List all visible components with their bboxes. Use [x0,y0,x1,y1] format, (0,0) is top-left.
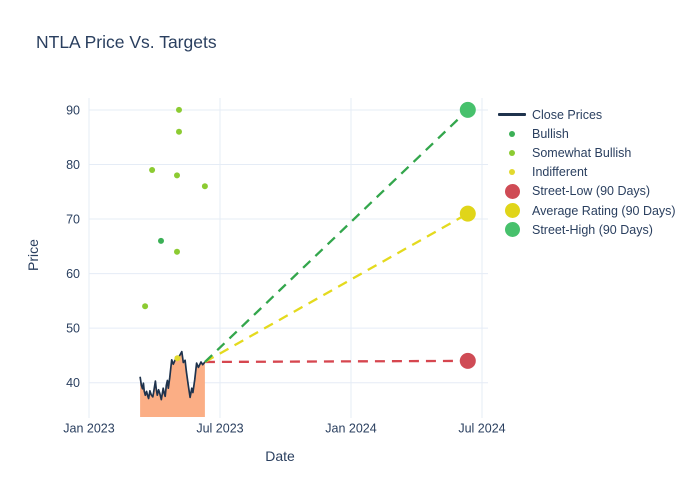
legend-line-swatch-icon [492,113,532,116]
legend: Close Prices Bullish Somewhat Bullish Indif… [492,105,676,239]
y-tick-label: 80 [66,158,80,172]
legend-item-somewhat-bullish[interactable]: Somewhat Bullish [492,143,676,162]
y-tick-label: 60 [66,267,80,281]
legend-item-bullish[interactable]: Bullish [492,124,676,143]
rating-dot-somewhat-bullish[interactable] [176,128,182,135]
legend-label: Average Rating (90 Days) [532,203,676,218]
y-tick-label: 70 [66,213,80,227]
legend-label: Close Prices [532,107,603,122]
close-prices-line [139,350,206,401]
legend-label: Indifferent [532,165,588,180]
legend-item-average-rating[interactable]: Average Rating (90 Days) [492,201,676,220]
x-tick-label: Jan 2023 [63,422,114,436]
rating-dot-indifferent[interactable] [174,355,181,362]
rating-dot-somewhat-bullish[interactable] [149,167,156,173]
legend-dot-swatch-icon [492,130,532,137]
legend-circle-swatch-icon [492,183,532,199]
legend-item-indifferent[interactable]: Indifferent [492,163,676,182]
legend-label: Somewhat Bullish [532,145,632,160]
target-marker-street-low[interactable] [459,352,476,369]
legend-circle-swatch-icon [492,203,532,219]
y-tick-label: 90 [66,103,80,117]
y-tick-label: 50 [66,322,80,336]
rating-dot-somewhat-bullish[interactable] [176,106,182,113]
rating-dot-somewhat-bullish[interactable] [174,248,180,255]
legend-label: Street-Low (90 Days) [532,184,651,199]
x-tick-label: Jan 2024 [325,422,376,436]
legend-item-close-prices[interactable]: Close Prices [492,105,676,124]
legend-circle-swatch-icon [492,222,532,238]
legend-label: Street-High (90 Days) [532,222,653,237]
close-prices-fill [140,351,205,417]
target-line-street-high [204,109,469,363]
rating-dot-somewhat-bullish[interactable] [201,183,208,190]
rating-dot-somewhat-bullish[interactable] [174,172,180,179]
x-tick-label: Jul 2024 [458,422,505,436]
x-axis-title: Date [265,448,295,464]
legend-label: Bullish [532,126,569,141]
legend-item-street-high[interactable]: Street-High (90 Days) [492,220,676,239]
target-marker-street-high[interactable] [459,101,476,118]
y-tick-label: 40 [66,376,80,390]
legend-dot-swatch-icon [492,169,532,176]
rating-dot-somewhat-bullish[interactable] [142,303,149,310]
x-tick-label: Jul 2023 [196,422,243,436]
rating-dot-bullish[interactable] [158,237,164,244]
target-line-street-low [204,359,468,364]
target-line-average-rating [204,212,469,363]
target-marker-average-rating[interactable] [459,205,476,222]
legend-item-street-low[interactable]: Street-Low (90 Days) [492,182,676,201]
legend-dot-swatch-icon [492,149,532,156]
chart-title: NTLA Price Vs. Targets [36,32,217,52]
